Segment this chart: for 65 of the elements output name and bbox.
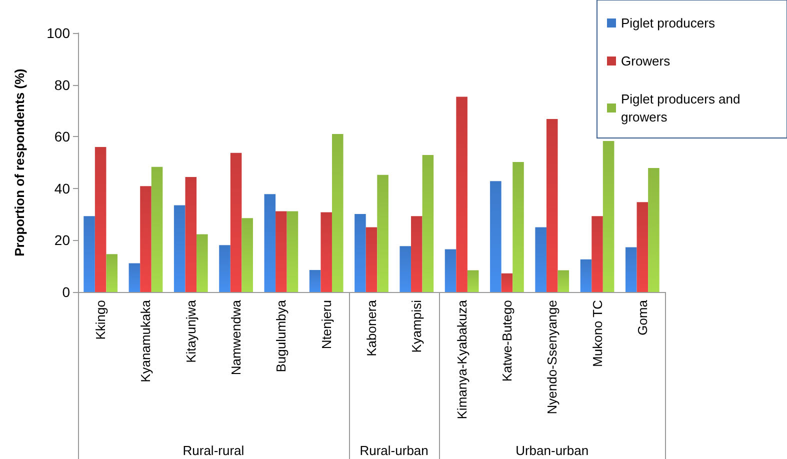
bar [625,247,637,292]
legend-label: Piglet producers [621,16,716,30]
bar [196,234,208,292]
bar [332,134,344,292]
bar [535,227,546,292]
x-tick-label: Kabonera [364,299,379,356]
bar [84,216,95,292]
x-tick-label: Kyanamukaka [138,299,154,382]
bar [219,245,230,292]
bar [276,211,287,292]
bar [456,96,468,292]
x-tick-label: Kkingo [93,300,108,340]
bar [230,152,242,292]
y-axis-title: Proportion of respondents (%) [12,68,27,256]
bar [400,246,412,292]
bar [264,194,276,292]
bar [648,168,660,292]
y-tick-label: 40 [54,180,70,196]
x-tick-label: Nyendo-Ssenyange [544,300,560,414]
bar [512,162,524,292]
bar [558,270,570,292]
x-tick-label: Bugulumbya [274,299,289,372]
bar [580,259,592,292]
bar [140,186,152,292]
y-tick-label: 60 [54,128,70,145]
x-tick-label: Kitayunjwa [183,299,198,363]
bar [444,249,456,292]
y-tick-label: 20 [54,232,70,248]
bar [411,216,422,292]
bar [185,177,197,292]
bar [242,218,253,292]
bar [366,227,378,292]
bar [320,212,332,292]
y-tick-label: 100 [46,25,70,41]
bar [128,263,140,292]
x-tick-label: Mukono TC [590,300,605,367]
x-tick-label: Katwe-Butego [499,300,514,382]
bar [174,205,186,292]
x-tick-label: Goma [634,299,650,336]
x-tick-label: Namwendwa [228,299,244,376]
bar [592,216,603,292]
y-tick-label: 80 [54,76,70,93]
bar [490,181,502,292]
bar [602,141,614,292]
y-tick-label: 0 [62,284,70,300]
x-tick-label: Ntenjeru [318,300,334,350]
bar [467,270,479,292]
bar [377,174,388,292]
text: Urban-urban [514,443,590,458]
x-tick-label: Kimanya-Kyabakuza [454,299,470,420]
x-tick-label: Kyampisi [409,300,424,353]
bar [501,273,513,292]
bar [309,270,321,292]
text: Rural-rural [182,443,246,458]
legend-label: Piglet producers and growers [621,92,744,124]
text: Rural-urban [358,443,430,458]
bar [354,214,366,292]
bar [422,154,434,292]
legend-label: Growers [621,54,671,68]
bar [546,118,558,292]
bar [636,202,648,292]
bar [286,211,298,292]
bar [94,146,106,292]
bar [151,166,163,292]
bar [106,254,118,292]
